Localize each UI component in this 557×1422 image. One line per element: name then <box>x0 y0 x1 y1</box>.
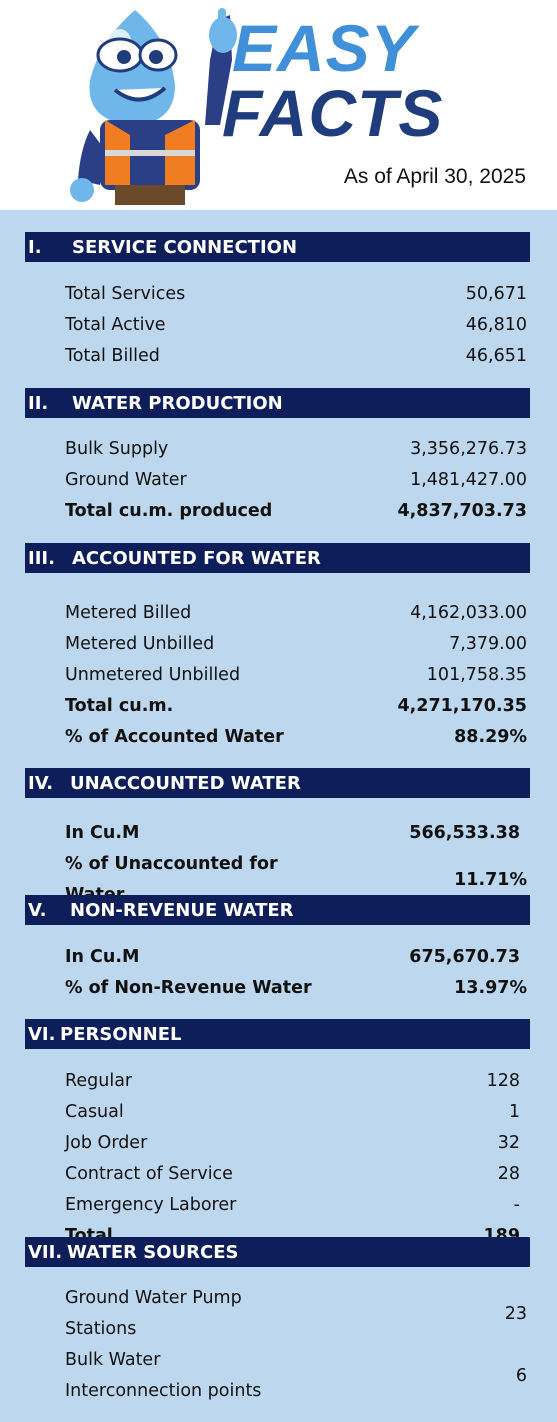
section-header: IV. UNACCOUNTED WATER <box>25 768 530 798</box>
row-label: Ground Water Pump <box>65 1288 242 1308</box>
row-label: % of Non-Revenue Water <box>65 978 312 998</box>
date: As of April 30, 2025 <box>343 165 526 188</box>
row-label: Total Billed <box>65 346 160 366</box>
row-value: 23 <box>504 1303 527 1324</box>
row-label: In Cu.M <box>65 823 140 843</box>
row-label: Bulk Water <box>65 1350 161 1370</box>
row-label: Ground Water <box>65 470 187 490</box>
row-value: 566,533.38 <box>409 823 520 843</box>
row-value: - <box>513 1195 520 1215</box>
section-number: VI. <box>28 1024 56 1045</box>
row-label: Metered Billed <box>65 603 192 623</box>
section-number: IV. <box>28 773 54 794</box>
row-value: 7,379.00 <box>449 634 527 654</box>
section-title: SERVICE CONNECTION <box>72 237 298 258</box>
title-line-2: FACTS <box>222 76 444 150</box>
section-number: III. <box>28 548 55 569</box>
row-label: Metered Unbilled <box>65 634 215 654</box>
row-value: 11.71% <box>454 869 527 890</box>
row-value: 13.97% <box>454 978 527 998</box>
section-header: I. SERVICE CONNECTION <box>25 232 530 262</box>
row-label: Casual <box>65 1102 124 1122</box>
row-label: Regular <box>65 1071 133 1091</box>
row-value: 4,837,703.73 <box>397 501 527 521</box>
section-number: II. <box>28 393 49 414</box>
section-header: V. NON-REVENUE WATER <box>25 895 530 925</box>
row-value: 1 <box>508 1102 520 1122</box>
row-value: 675,670.73 <box>409 947 520 967</box>
section-header: II. WATER PRODUCTION <box>25 388 530 418</box>
row-value: 46,651 <box>465 346 527 366</box>
section-title: UNACCOUNTED WATER <box>70 773 301 794</box>
row-label: Total cu.m. <box>65 696 174 716</box>
facts-panel: I. SERVICE CONNECTION Total Services 50,671… <box>0 210 557 1422</box>
section-title: WATER PRODUCTION <box>72 393 283 414</box>
section-title: WATER SOURCES <box>67 1242 239 1263</box>
row-value: 6 <box>515 1365 527 1386</box>
row-label: In Cu.M <box>65 947 140 967</box>
row-value: 50,671 <box>465 284 527 304</box>
section-number: I. <box>28 237 42 258</box>
row-value: 32 <box>497 1133 520 1153</box>
row-label: Unmetered Unbilled <box>65 665 241 685</box>
row-value: 88.29% <box>454 727 527 747</box>
section-title: NON-REVENUE WATER <box>70 900 294 921</box>
row-label: % of Unaccounted for <box>65 854 278 874</box>
row-label: Total Active <box>65 315 166 335</box>
row-label: Stations <box>65 1319 137 1339</box>
section-header: VII. WATER SOURCES <box>25 1237 530 1267</box>
section-header: III. ACCOUNTED FOR WATER <box>25 543 530 573</box>
row-value: 128 <box>486 1071 520 1091</box>
row-label: Bulk Supply <box>65 439 169 459</box>
section-number: VII. <box>28 1242 63 1263</box>
row-label: % of Accounted Water <box>65 727 284 747</box>
row-label: Total cu.m. produced <box>65 501 273 521</box>
row-label: Contract of Service <box>65 1164 233 1184</box>
section-title: PERSONNEL <box>60 1024 182 1045</box>
mascot <box>70 8 237 205</box>
title-line-1: EASY <box>232 11 416 85</box>
row-value: 28 <box>497 1164 520 1184</box>
row-label: Total Services <box>65 284 186 304</box>
section-number: V. <box>28 900 47 921</box>
header: EASY FACTS As of April 30, 2025 <box>0 0 557 210</box>
row-label: Emergency Laborer <box>65 1195 237 1215</box>
section-header: VI. PERSONNEL <box>25 1019 530 1049</box>
row-label: Interconnection points <box>65 1381 262 1401</box>
row-value: 101,758.35 <box>426 665 527 685</box>
row-value: 4,162,033.00 <box>410 603 527 623</box>
row-label: Job Order <box>65 1133 148 1153</box>
row-value: 46,810 <box>465 315 527 335</box>
row-value: 1,481,427.00 <box>410 470 527 490</box>
row-value: 4,271,170.35 <box>397 696 527 716</box>
section-title: ACCOUNTED FOR WATER <box>72 548 321 569</box>
row-value: 3,356,276.73 <box>410 439 527 459</box>
